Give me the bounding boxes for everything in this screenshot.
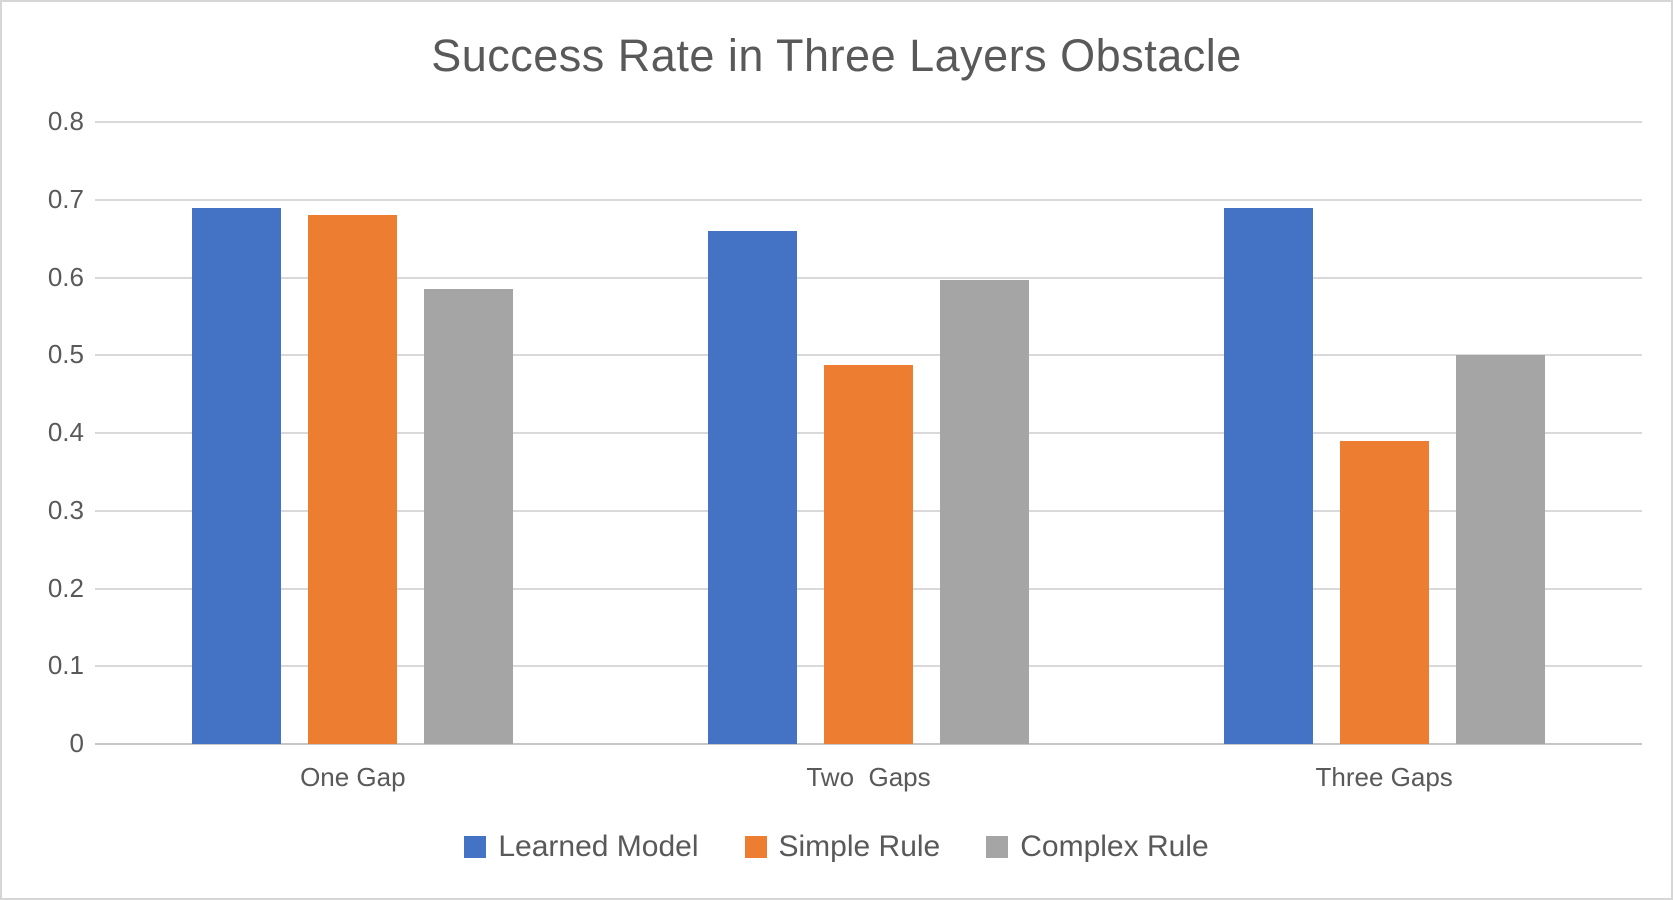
- bar-simple-rule-three-gaps: [1339, 440, 1429, 744]
- gridline-0.8: [95, 121, 1642, 123]
- gridline-0.5: [95, 354, 1642, 357]
- y-tick-label-0.3: 0.3: [47, 494, 84, 525]
- bar-complex-rule-two-gaps: [939, 279, 1029, 744]
- x-axis-line: [95, 743, 1642, 745]
- legend-item-learned-model: Learned Model: [464, 830, 699, 864]
- x-tick-label-three-gaps: Three Gaps: [1315, 762, 1453, 792]
- category-group-three-gaps: [1126, 122, 1642, 744]
- x-tick-label-one-gap: One Gap: [300, 762, 406, 792]
- gridline-0.6: [95, 276, 1642, 279]
- legend-label-complex-rule: Complex Rule: [1020, 830, 1209, 863]
- category-group-two-gaps: [611, 122, 1127, 744]
- x-tick-label-two-gaps: Two Gaps: [806, 762, 931, 792]
- y-tick-label-0.8: 0.8: [47, 105, 84, 136]
- y-tick-label-0.2: 0.2: [47, 572, 84, 603]
- bar-complex-rule-three-gaps: [1455, 355, 1545, 744]
- bar-learned-model-three-gaps: [1223, 207, 1313, 744]
- y-tick-label-0: 0: [69, 727, 84, 758]
- bar-learned-model-one-gap: [192, 207, 282, 744]
- bar-simple-rule-one-gap: [308, 215, 398, 744]
- legend-swatch-simple-rule: [744, 836, 767, 858]
- legend-item-complex-rule: Complex Rule: [986, 830, 1209, 864]
- gridline-0.7: [95, 198, 1642, 201]
- chart-title: Success Rate in Three Layers Obstacle: [431, 30, 1242, 81]
- legend-swatch-complex-rule: [986, 836, 1009, 858]
- category-group-one-gap: [95, 122, 611, 744]
- legend-swatch-learned-model: [464, 836, 487, 858]
- bar-learned-model-two-gaps: [707, 230, 797, 744]
- x-axis-labels: One Gap Two Gaps Three Gaps: [95, 762, 1642, 798]
- y-tick-label-0.1: 0.1: [47, 650, 84, 681]
- y-tick-label-0.5: 0.5: [47, 339, 84, 370]
- y-tick-label-0.4: 0.4: [47, 416, 84, 447]
- bar-groups: [95, 122, 1642, 744]
- y-tick-label-0.6: 0.6: [47, 261, 84, 292]
- legend-label-learned-model: Learned Model: [498, 830, 699, 863]
- legend: Learned Model Simple Rule Complex Rule: [2, 830, 1671, 864]
- legend-label-simple-rule: Simple Rule: [778, 830, 941, 863]
- y-axis-ticks: 0 0.1 0.2 0.3 0.4 0.5 0.6 0.7 0.8: [12, 106, 84, 758]
- bar-simple-rule-two-gaps: [823, 365, 913, 744]
- y-tick-label-0.7: 0.7: [47, 183, 84, 214]
- bar-complex-rule-one-gap: [424, 289, 514, 744]
- plot-area: [95, 121, 1642, 745]
- legend-item-simple-rule: Simple Rule: [744, 830, 941, 864]
